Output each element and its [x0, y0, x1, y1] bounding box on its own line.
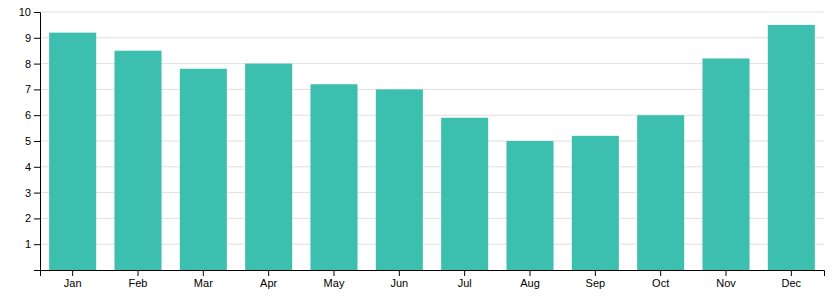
- x-tick: Jul: [458, 270, 472, 289]
- plot-area: 1 2 3 4 5 6 7 8 9 10 Jan Feb Mar Apr May Jun Jul Aug Sep Oc…: [19, 6, 825, 289]
- x-tick-label: May: [324, 277, 345, 289]
- grid-line: [40, 37, 824, 38]
- chart-container: 1 2 3 4 5 6 7 8 9 10 Jan Feb Mar Apr May Jun Jul Aug Sep Oc…: [0, 0, 840, 300]
- grid-line: [40, 12, 824, 13]
- y-tick: 3: [25, 187, 40, 199]
- bar: [768, 25, 815, 270]
- y-tick-mark: [34, 244, 40, 245]
- x-tick-label: Dec: [782, 277, 802, 289]
- chart-svg: 1 2 3 4 5 6 7 8 9 10 Jan Feb Mar Apr May Jun Jul Aug Sep Oc…: [0, 0, 840, 300]
- y-tick-mark: [34, 89, 40, 90]
- y-axis: 1 2 3 4 5 6 7 8 9 10: [19, 6, 41, 270]
- bar: [376, 89, 423, 270]
- y-tick-label: 3: [25, 187, 31, 199]
- x-tick-mark: [595, 270, 596, 276]
- y-tick-label: 9: [25, 32, 31, 44]
- x-tick-label: Jun: [390, 277, 408, 289]
- y-tick: 1: [25, 238, 40, 250]
- x-tick: Aug: [520, 270, 540, 289]
- y-tick-mark: [34, 64, 40, 65]
- bar: [114, 51, 161, 270]
- x-tick-mark: [72, 270, 73, 276]
- x-axis-line: [41, 271, 825, 277]
- x-tick: Jun: [390, 270, 408, 289]
- x-axis: Jan Feb Mar Apr May Jun Jul Aug Sep Oct Nov Dec: [41, 270, 825, 289]
- x-tick-mark: [791, 270, 792, 276]
- bar: [702, 58, 749, 270]
- bar: [310, 84, 357, 270]
- x-tick-label: Jan: [64, 277, 82, 289]
- y-tick-mark: [34, 115, 40, 116]
- x-tick-mark: [399, 270, 400, 276]
- y-axis-line: [34, 13, 41, 271]
- bar: [506, 141, 553, 270]
- y-tick-label: 6: [25, 109, 31, 121]
- y-tick-mark: [34, 38, 40, 39]
- y-tick: 9: [25, 32, 40, 44]
- bar: [637, 115, 684, 270]
- y-tick: 10: [19, 6, 40, 18]
- x-tick-label: Feb: [129, 277, 148, 289]
- y-tick: 6: [25, 109, 40, 121]
- y-tick-label: 1: [25, 238, 31, 250]
- x-tick-label: Mar: [194, 277, 213, 289]
- x-tick: May: [324, 270, 345, 289]
- y-tick-mark: [34, 193, 40, 194]
- x-tick-mark: [268, 270, 269, 276]
- x-tick: Sep: [586, 270, 606, 289]
- x-tick-mark: [530, 270, 531, 276]
- x-tick-label: Sep: [586, 277, 606, 289]
- x-tick-mark: [203, 270, 204, 276]
- y-tick-label: 5: [25, 135, 31, 147]
- x-tick: Mar: [194, 270, 213, 289]
- x-tick-label: Nov: [716, 277, 736, 289]
- bar: [180, 69, 227, 270]
- y-tick: 2: [25, 212, 40, 224]
- x-tick-label: Aug: [520, 277, 540, 289]
- y-tick-mark: [34, 218, 40, 219]
- y-tick: 4: [25, 161, 40, 173]
- y-tick-mark: [34, 167, 40, 168]
- x-tick: Apr: [260, 270, 277, 289]
- y-tick-label: 7: [25, 83, 31, 95]
- x-tick: Jan: [64, 270, 82, 289]
- y-tick-label: 8: [25, 58, 31, 70]
- y-tick: 5: [25, 135, 40, 147]
- x-tick-mark: [138, 270, 139, 276]
- y-tick-mark: [34, 141, 40, 142]
- x-tick-mark: [660, 270, 661, 276]
- x-tick-mark: [726, 270, 727, 276]
- bar: [572, 136, 619, 270]
- bars: [49, 25, 815, 270]
- y-tick-label: 4: [25, 161, 31, 173]
- x-tick-label: Oct: [652, 277, 669, 289]
- y-tick-label: 2: [25, 212, 31, 224]
- y-tick-mark: [34, 12, 40, 13]
- x-tick: Oct: [652, 270, 669, 289]
- x-tick-label: Apr: [260, 277, 277, 289]
- bar: [49, 33, 96, 270]
- y-tick-label: 10: [19, 6, 31, 18]
- bar: [245, 64, 292, 270]
- x-tick-mark: [334, 270, 335, 276]
- x-tick-mark: [464, 270, 465, 276]
- x-tick: Dec: [782, 270, 802, 289]
- y-tick: 7: [25, 83, 40, 95]
- x-tick-label: Jul: [458, 277, 472, 289]
- x-tick: Feb: [129, 270, 148, 289]
- x-tick: Nov: [716, 270, 736, 289]
- y-tick: 8: [25, 58, 40, 70]
- bar: [441, 118, 488, 270]
